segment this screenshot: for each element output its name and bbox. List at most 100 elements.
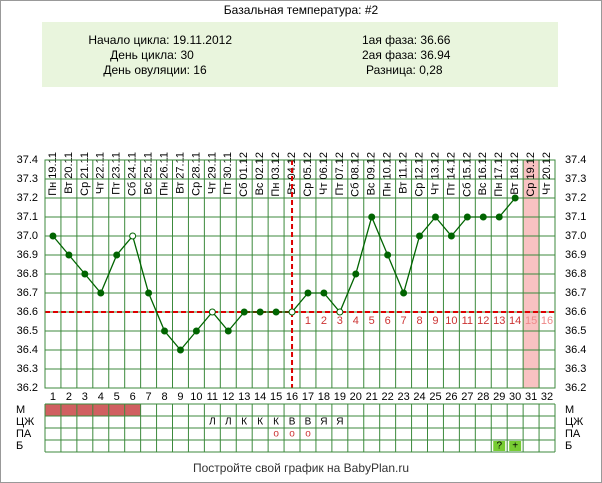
luteal-day: 15: [525, 315, 537, 327]
luteal-day: 3: [337, 315, 343, 327]
date-label: Пн 17.12: [493, 152, 505, 197]
y-tick-label: 36.8: [17, 268, 38, 280]
row-label-right: ПА: [565, 428, 581, 440]
x-tick-label: 5: [114, 391, 120, 403]
y-tick-label: 36.6: [17, 306, 38, 318]
y-tick-label-right: 37.0: [565, 230, 586, 242]
temperature-point: [400, 289, 408, 297]
temperature-point: [431, 213, 439, 221]
x-tick-label: 2: [66, 391, 72, 403]
info: Начало цикла: 19.11.2012: [88, 33, 232, 47]
x-tick-label: 9: [177, 391, 183, 403]
date-label: Пт 30.11: [222, 152, 234, 195]
luteal-day: 9: [432, 315, 438, 327]
temperature-point: [224, 327, 232, 335]
info: 1ая фаза: 36.66: [362, 33, 451, 47]
date-label: Сб 08.12: [350, 152, 362, 197]
y-tick-label-right: 36.5: [565, 325, 586, 337]
x-tick-label: 7: [146, 391, 152, 403]
date-label: Ср 28.11: [190, 152, 202, 196]
temperature-point: [479, 213, 487, 221]
info: 2ая фаза: 36.94: [362, 48, 451, 62]
date-label: Вт 20.11: [63, 152, 75, 194]
luteal-day: 1: [305, 315, 311, 327]
plot-border: [44, 159, 556, 389]
x-tick-label: 23: [397, 391, 409, 403]
y-tick-label-right: 37.1: [565, 211, 586, 223]
x-tick-label: 26: [445, 391, 457, 403]
date-label: Пт 07.12: [334, 152, 346, 196]
y-tick-label-right: 37.4: [565, 154, 586, 166]
y-tick-label-right: 36.9: [565, 249, 586, 261]
y-tick-label: 36.4: [17, 344, 38, 356]
date-label: Вт 18.12: [509, 152, 521, 195]
temperature-point: [161, 327, 169, 335]
cell-text: К: [257, 417, 263, 428]
date-label: Пн 19.11: [47, 152, 59, 196]
x-tick-label: 13: [238, 391, 250, 403]
chart-title: Базальная температура: #2: [224, 3, 379, 17]
cell-text: Л: [225, 417, 232, 428]
temperature-point: [288, 308, 296, 316]
m-cell: [92, 404, 109, 416]
luteal-day: 4: [353, 315, 359, 327]
y-tick-label-right: 37.2: [565, 192, 586, 204]
temperature-point: [495, 213, 503, 221]
b-cell: [509, 441, 522, 451]
luteal-day: 2: [321, 315, 327, 327]
date-label: Вс 02.12: [254, 152, 266, 195]
temperature-point: [145, 289, 153, 297]
temperature-point: [368, 213, 376, 221]
date-label: Пн 26.11: [158, 152, 170, 196]
y-tick-label: 36.2: [17, 382, 38, 394]
date-label: Ср 12.12: [413, 152, 425, 197]
x-tick-label: 19: [334, 391, 346, 403]
cell-text: Я: [320, 417, 327, 428]
temperature-point: [113, 251, 121, 259]
row-label: ПА: [16, 428, 32, 440]
x-tick-label: 24: [413, 391, 425, 403]
x-tick-label: 6: [130, 391, 136, 403]
y-tick-label-right: 36.2: [565, 382, 586, 394]
cell-text: Я: [336, 417, 343, 428]
info-box: [42, 22, 558, 87]
luteal-day: 5: [369, 315, 375, 327]
row-label: Б: [16, 440, 23, 452]
cell-text: о: [305, 429, 311, 440]
luteal-day: 8: [416, 315, 422, 327]
temperature-point: [208, 308, 216, 316]
luteal-day: 12: [477, 315, 489, 327]
x-tick-label: 29: [493, 391, 505, 403]
date-label: Ср 19.12: [525, 152, 537, 197]
x-tick-label: 14: [254, 391, 266, 403]
date-label: Чт 22.11: [95, 152, 107, 194]
date-label: Сб 01.12: [238, 152, 250, 197]
x-tick-label: 3: [82, 391, 88, 403]
temperature-point: [97, 289, 105, 297]
luteal-day: 6: [385, 315, 391, 327]
luteal-day: 13: [493, 315, 505, 327]
luteal-day: 14: [509, 315, 521, 327]
x-tick-label: 17: [302, 391, 314, 403]
m-cell: [124, 404, 141, 416]
x-tick-label: 22: [382, 391, 394, 403]
y-tick-label-right: 37.3: [565, 173, 586, 185]
x-tick-label: 30: [509, 391, 521, 403]
x-tick-label: 8: [161, 391, 167, 403]
date-label: Чт 13.12: [429, 152, 441, 195]
luteal-day: 11: [462, 315, 473, 327]
info: День цикла: 30: [110, 48, 194, 62]
y-tick-label: 37.2: [17, 192, 38, 204]
m-cell: [45, 404, 61, 416]
cell-text: К: [273, 417, 279, 428]
date-label: Чт 29.11: [206, 152, 218, 194]
temperature-point: [256, 308, 264, 316]
y-tick-label-right: 36.7: [565, 287, 586, 299]
temperature-point: [272, 308, 280, 316]
cell-text: ?: [496, 441, 502, 452]
x-tick-label: 25: [429, 391, 441, 403]
date-label: Чт 06.12: [318, 152, 330, 195]
y-tick-label: 36.9: [17, 249, 38, 261]
y-tick-label: 37.0: [17, 230, 38, 242]
